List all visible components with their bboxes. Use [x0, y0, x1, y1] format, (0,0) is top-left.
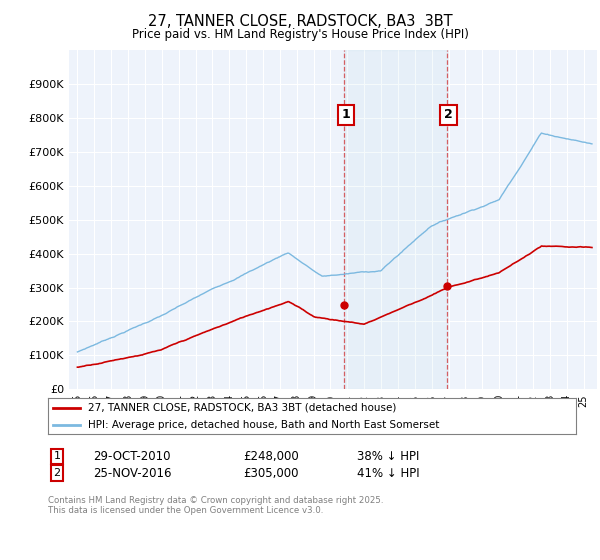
Text: £305,000: £305,000 — [243, 466, 299, 480]
Bar — [344, 50, 447, 389]
Text: 25-NOV-2016: 25-NOV-2016 — [93, 466, 172, 480]
Text: 41% ↓ HPI: 41% ↓ HPI — [357, 466, 419, 480]
Text: £248,000: £248,000 — [243, 450, 299, 463]
Text: 29-OCT-2010: 29-OCT-2010 — [93, 450, 170, 463]
Text: 27, TANNER CLOSE, RADSTOCK, BA3 3BT (detached house): 27, TANNER CLOSE, RADSTOCK, BA3 3BT (det… — [88, 403, 396, 413]
Text: 38% ↓ HPI: 38% ↓ HPI — [357, 450, 419, 463]
Text: Price paid vs. HM Land Registry's House Price Index (HPI): Price paid vs. HM Land Registry's House … — [131, 28, 469, 41]
Text: 1: 1 — [342, 108, 350, 122]
Text: 2: 2 — [53, 468, 61, 478]
Text: 27, TANNER CLOSE, RADSTOCK, BA3  3BT: 27, TANNER CLOSE, RADSTOCK, BA3 3BT — [148, 14, 452, 29]
Text: Contains HM Land Registry data © Crown copyright and database right 2025.
This d: Contains HM Land Registry data © Crown c… — [48, 496, 383, 515]
Text: 1: 1 — [53, 451, 61, 461]
Text: HPI: Average price, detached house, Bath and North East Somerset: HPI: Average price, detached house, Bath… — [88, 420, 439, 430]
Text: 2: 2 — [444, 108, 453, 122]
